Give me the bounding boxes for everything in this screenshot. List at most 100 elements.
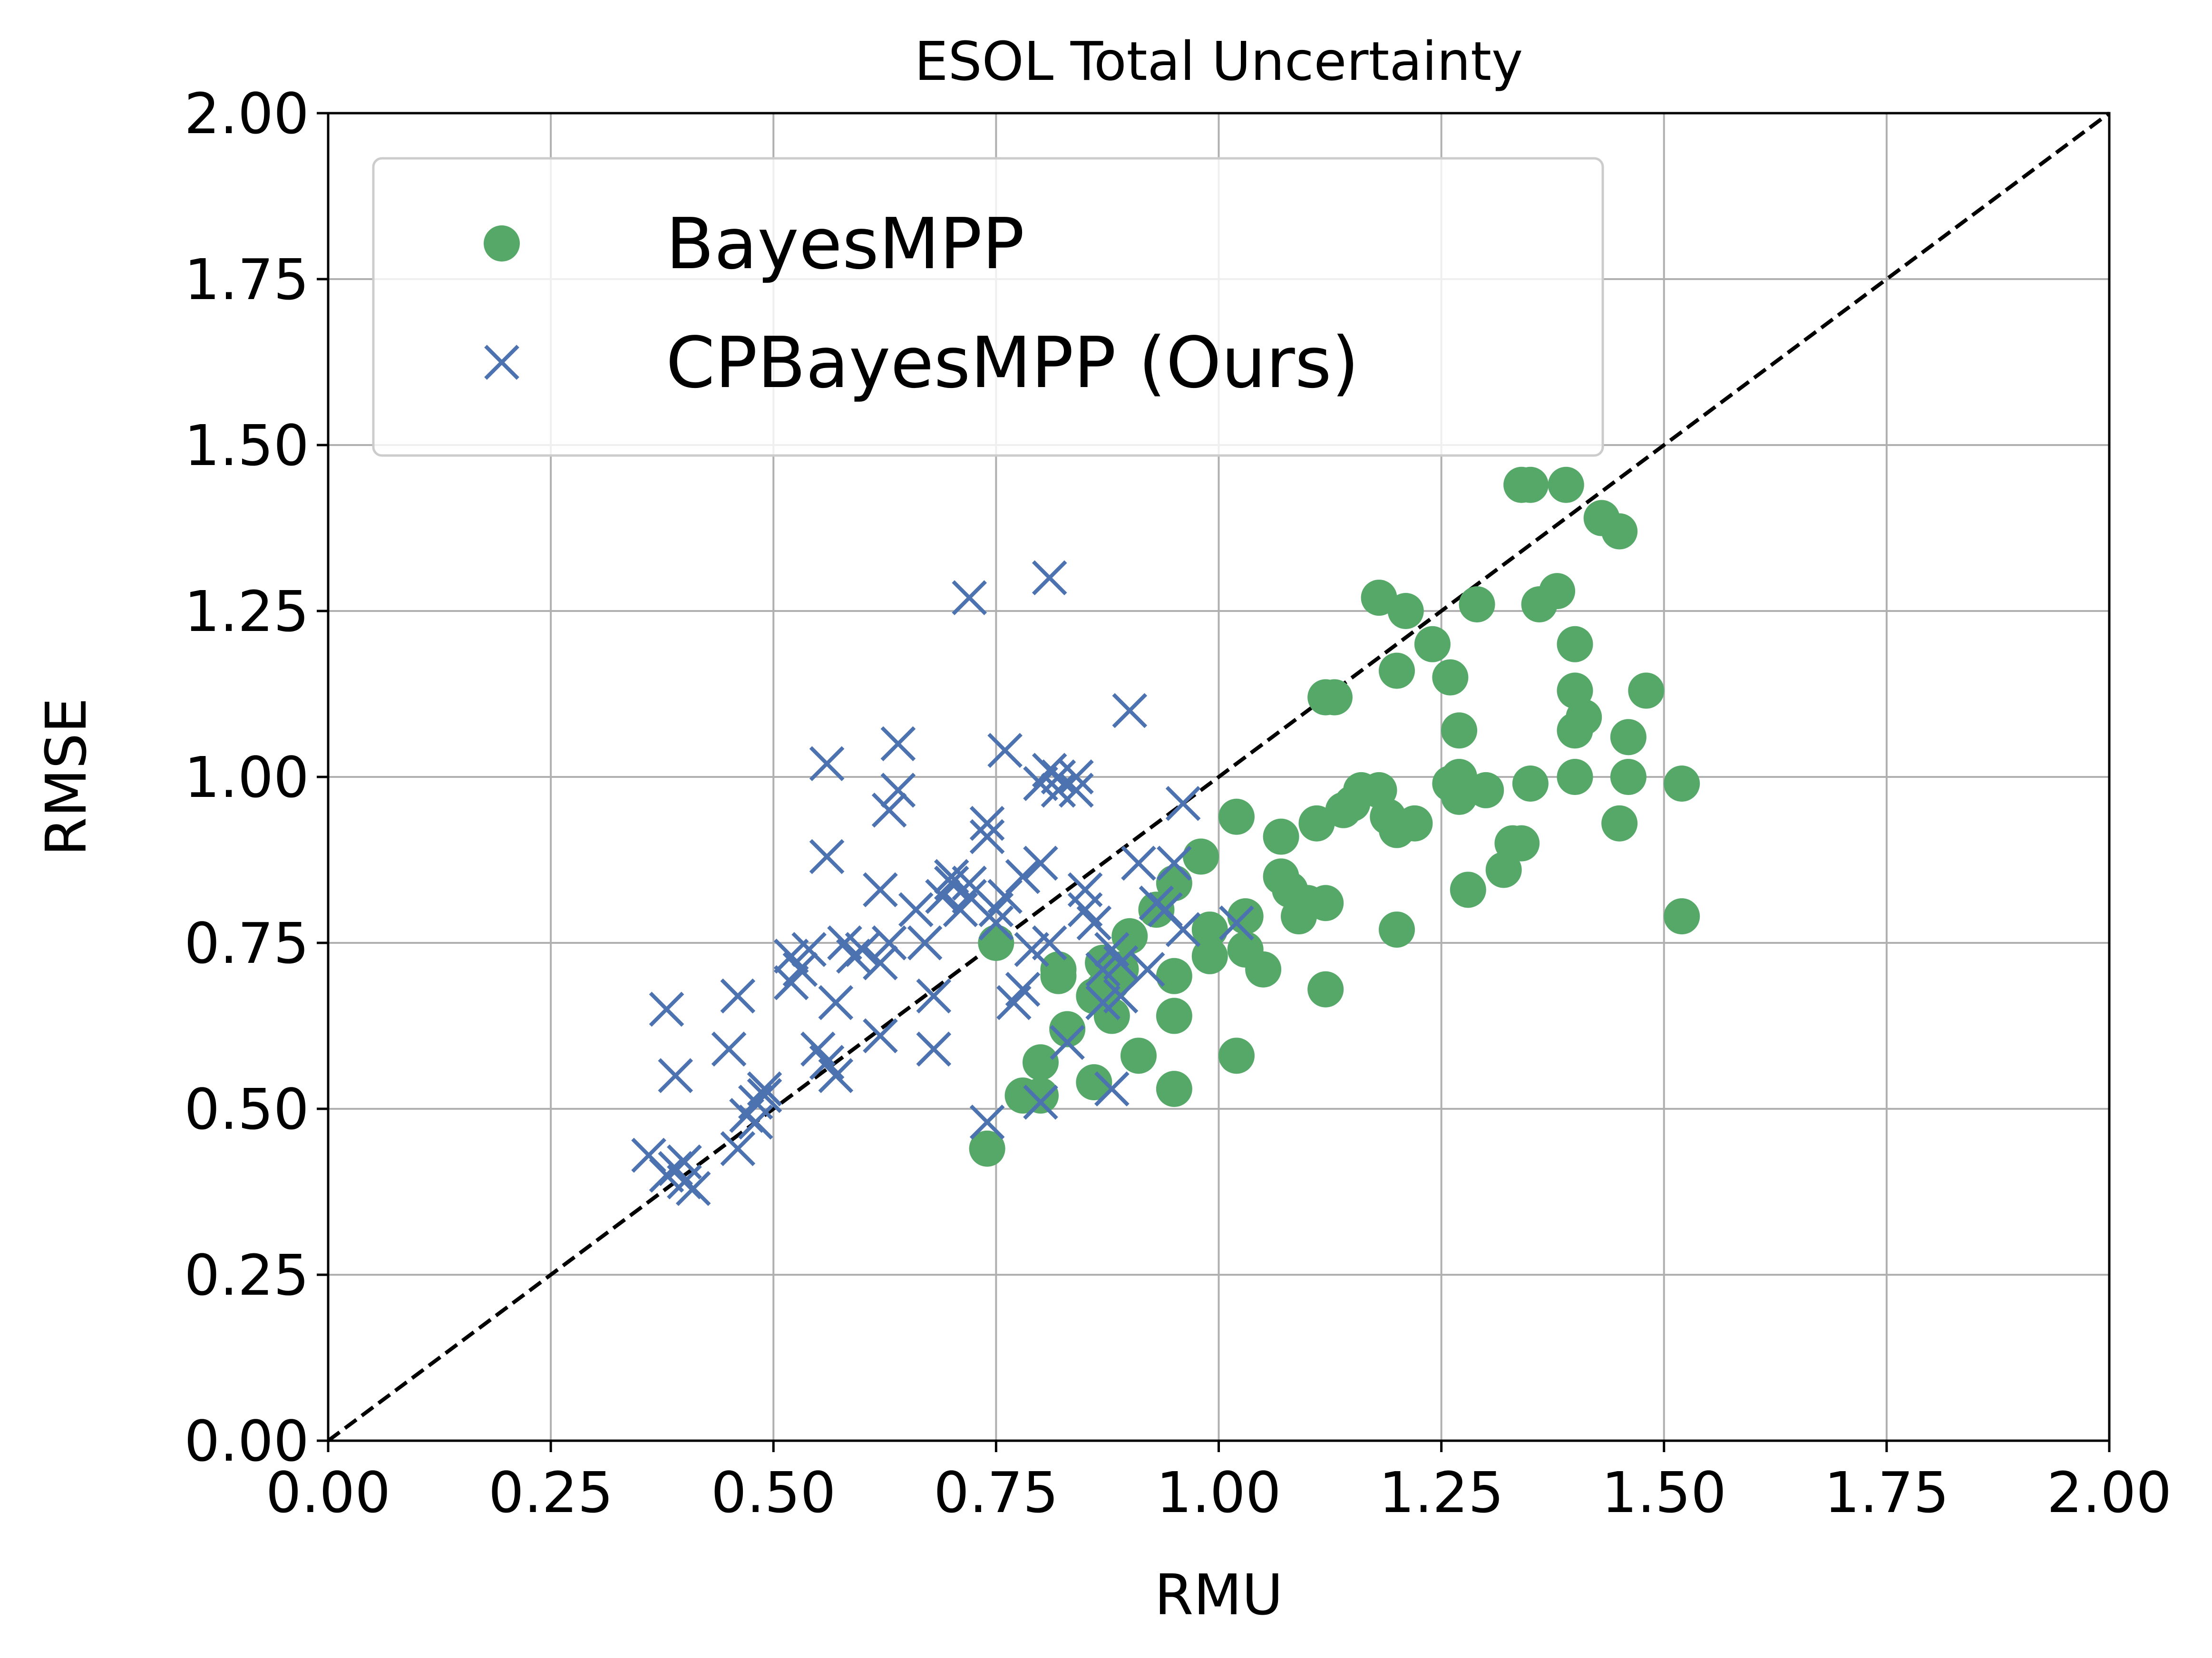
- legend: BayesMPP CPBayesMPP (Ours): [372, 157, 1604, 457]
- x-tick-label: 0.75: [934, 1460, 1059, 1525]
- x-point: [1130, 952, 1165, 987]
- circle-point: [1361, 580, 1397, 616]
- x-point: [809, 746, 845, 781]
- circle-point: [1093, 998, 1130, 1034]
- x-point: [863, 945, 898, 980]
- x-tick-label: 1.25: [1379, 1460, 1504, 1525]
- x-point: [1050, 1025, 1085, 1060]
- x-point: [720, 978, 756, 1014]
- circle-point: [1503, 825, 1540, 862]
- circle-point: [1387, 593, 1424, 629]
- x-point: [1023, 1085, 1058, 1120]
- y-axis-label: RMSE: [33, 698, 99, 856]
- x-point: [1032, 925, 1067, 960]
- x-point: [845, 932, 880, 967]
- circle-point: [1307, 885, 1344, 921]
- x-point: [871, 925, 907, 960]
- circle-point: [1539, 573, 1576, 610]
- x-point: [916, 1031, 952, 1067]
- x-point: [916, 978, 952, 1014]
- x-tick-label: 0.50: [711, 1460, 836, 1525]
- series-cpbayesmpp: [631, 560, 1254, 1206]
- x-point: [880, 773, 916, 808]
- circle-point: [1076, 1064, 1112, 1101]
- x-point: [863, 1018, 898, 1054]
- x-point: [1157, 845, 1192, 881]
- x-point: [1023, 845, 1058, 881]
- diagonal-reference-line: [327, 111, 2111, 1443]
- x-point: [1041, 759, 1076, 795]
- circle-point: [1468, 772, 1504, 808]
- circle-point: [1566, 699, 1602, 736]
- x-point: [675, 1171, 711, 1206]
- circle-point: [1459, 586, 1495, 623]
- x-point: [818, 985, 854, 1020]
- circle-point: [1183, 838, 1219, 875]
- x-point: [969, 805, 1005, 841]
- circle-point: [1191, 911, 1228, 948]
- y-tick-label: 0.75: [184, 911, 309, 976]
- circle-point: [1218, 1037, 1255, 1074]
- x-point: [898, 892, 934, 928]
- x-point: [1085, 952, 1121, 987]
- x-point: [1067, 872, 1103, 908]
- circle-point: [1610, 759, 1647, 795]
- circle-point: [1316, 679, 1353, 716]
- x-point: [1041, 773, 1076, 808]
- x-point: [1059, 759, 1094, 795]
- legend-label: CPBayesMPP (Ours): [666, 322, 1359, 404]
- x-point: [720, 1131, 756, 1166]
- x-point: [863, 872, 898, 908]
- x-point: [1165, 912, 1201, 947]
- y-tick-label: 0.25: [184, 1242, 309, 1308]
- circle-point: [969, 1130, 1005, 1167]
- x-point: [907, 925, 943, 960]
- x-tick-label: 0.25: [488, 1460, 614, 1525]
- x-point: [969, 819, 1005, 854]
- data-points: [631, 466, 1700, 1206]
- y-tick-label: 2.00: [184, 81, 309, 146]
- x-point: [791, 932, 827, 967]
- x-point: [658, 1058, 693, 1094]
- x-point: [818, 1058, 854, 1094]
- circle-point: [1111, 918, 1148, 955]
- circle-point: [1138, 892, 1175, 928]
- x-point: [978, 905, 1014, 941]
- circle-point: [1049, 1011, 1086, 1047]
- x-point: [738, 1105, 773, 1140]
- x-point: [1165, 786, 1201, 821]
- circle-point: [1557, 759, 1593, 795]
- x-point: [1005, 859, 1041, 894]
- circle-point: [1307, 971, 1344, 1008]
- y-tick-label: 1.50: [184, 413, 309, 478]
- circle-point: [1023, 1044, 1059, 1081]
- circle-point: [1610, 719, 1647, 756]
- legend-box: [372, 157, 1604, 457]
- x-point: [952, 580, 987, 615]
- circle-point: [1379, 911, 1415, 948]
- legend-marker-circle: [484, 225, 520, 262]
- circle-point: [978, 925, 1014, 961]
- x-tick-label: 0.00: [266, 1460, 391, 1525]
- circle-point: [1557, 626, 1593, 662]
- x-point: [747, 1071, 782, 1106]
- x-point: [1032, 560, 1067, 596]
- circle-point: [1396, 805, 1433, 842]
- circle-point: [1601, 805, 1638, 842]
- x-tick-label: 1.00: [1156, 1460, 1281, 1525]
- y-tick-label: 0.00: [184, 1408, 309, 1474]
- circle-point: [1263, 818, 1299, 855]
- circle-point: [1120, 1037, 1157, 1074]
- axis-ticks: 0.00 0.25 0.50 0.75 1.00 1.25 1.50 1.75 2.00 0.00…: [184, 81, 2172, 1525]
- legend-marker-x: [484, 345, 519, 380]
- x-tick-label: 1.50: [1601, 1460, 1726, 1525]
- circle-point: [1512, 765, 1549, 802]
- x-point: [1094, 1071, 1130, 1106]
- y-tick-label: 1.75: [184, 247, 309, 312]
- y-tick-label: 0.50: [184, 1076, 309, 1142]
- x-point: [711, 1031, 747, 1067]
- x-point: [809, 839, 845, 874]
- x-point: [782, 952, 818, 987]
- x-axis-label: RMU: [1154, 1562, 1283, 1628]
